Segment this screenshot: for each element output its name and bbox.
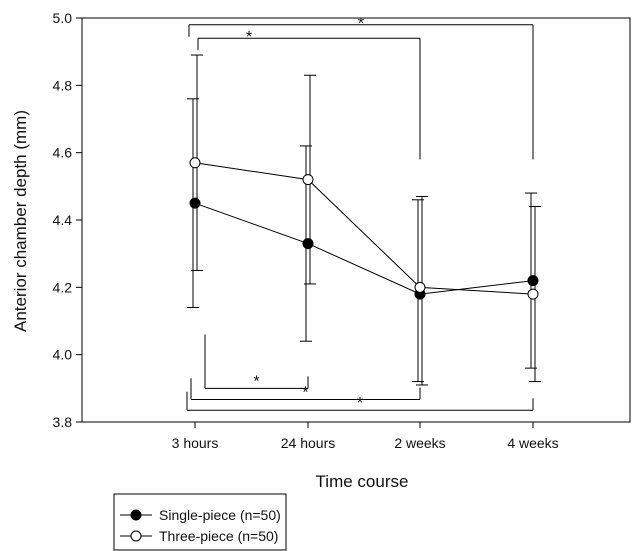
plot-frame — [81, 17, 631, 423]
legend-entry: Three-piece (n=50) — [120, 528, 278, 544]
x-tick-label: 2 weeks — [394, 435, 445, 451]
significance-star: * — [253, 373, 259, 390]
series-line — [194, 162, 534, 295]
significance-star: * — [357, 395, 363, 412]
y-tick-label: 3.8 — [53, 414, 73, 430]
series-three-piece — [189, 157, 539, 300]
data-point — [527, 288, 539, 300]
legend-entry: Single-piece (n=50) — [120, 507, 281, 523]
data-point — [302, 238, 314, 250]
series — [189, 157, 539, 300]
y-tick-label: 4.0 — [53, 347, 73, 363]
x-tick-label: 24 hours — [281, 435, 335, 451]
significance-annotations: * * * * * — [186, 16, 534, 412]
x-tick-label: 3 hours — [172, 435, 219, 451]
significance-bracket: * — [188, 16, 534, 160]
x-axis-title: Time course — [316, 472, 409, 491]
y-tick-label: 4.8 — [53, 77, 73, 93]
x-tick-label: 4 weeks — [507, 435, 558, 451]
data-point — [527, 275, 539, 287]
series-single-piece — [189, 197, 539, 300]
significance-bracket: * — [186, 391, 534, 412]
y-axis-title: Anterior chamber depth (mm) — [11, 110, 30, 332]
legend-label: Three-piece (n=50) — [159, 528, 278, 544]
legend-label: Single-piece (n=50) — [159, 507, 281, 523]
significance-bracket: * — [190, 378, 421, 401]
legend-marker — [130, 509, 142, 521]
axes: 3.8 4.0 4.2 4.4 4.6 4.8 5.0 3 hours 24 hours 2 we… — [53, 10, 631, 451]
y-tick-label: 5.0 — [53, 10, 73, 26]
significance-bracket: * — [197, 29, 421, 160]
data-point — [189, 197, 201, 209]
significance-star: * — [246, 29, 252, 46]
significance-star: * — [358, 16, 364, 33]
data-point — [414, 281, 426, 293]
y-tick-label: 4.4 — [53, 212, 73, 228]
data-point — [302, 174, 314, 186]
legend-marker — [130, 530, 142, 542]
error-bars — [187, 54, 541, 386]
series-line — [194, 202, 534, 295]
significance-bracket: * — [204, 334, 309, 390]
legend: Single-piece (n=50) Three-piece (n=50) — [113, 493, 287, 551]
legend-box — [113, 493, 287, 551]
significance-star: * — [302, 384, 308, 401]
y-tick-label: 4.6 — [53, 145, 73, 161]
y-tick-label: 4.2 — [53, 279, 73, 295]
data-point — [189, 157, 201, 169]
